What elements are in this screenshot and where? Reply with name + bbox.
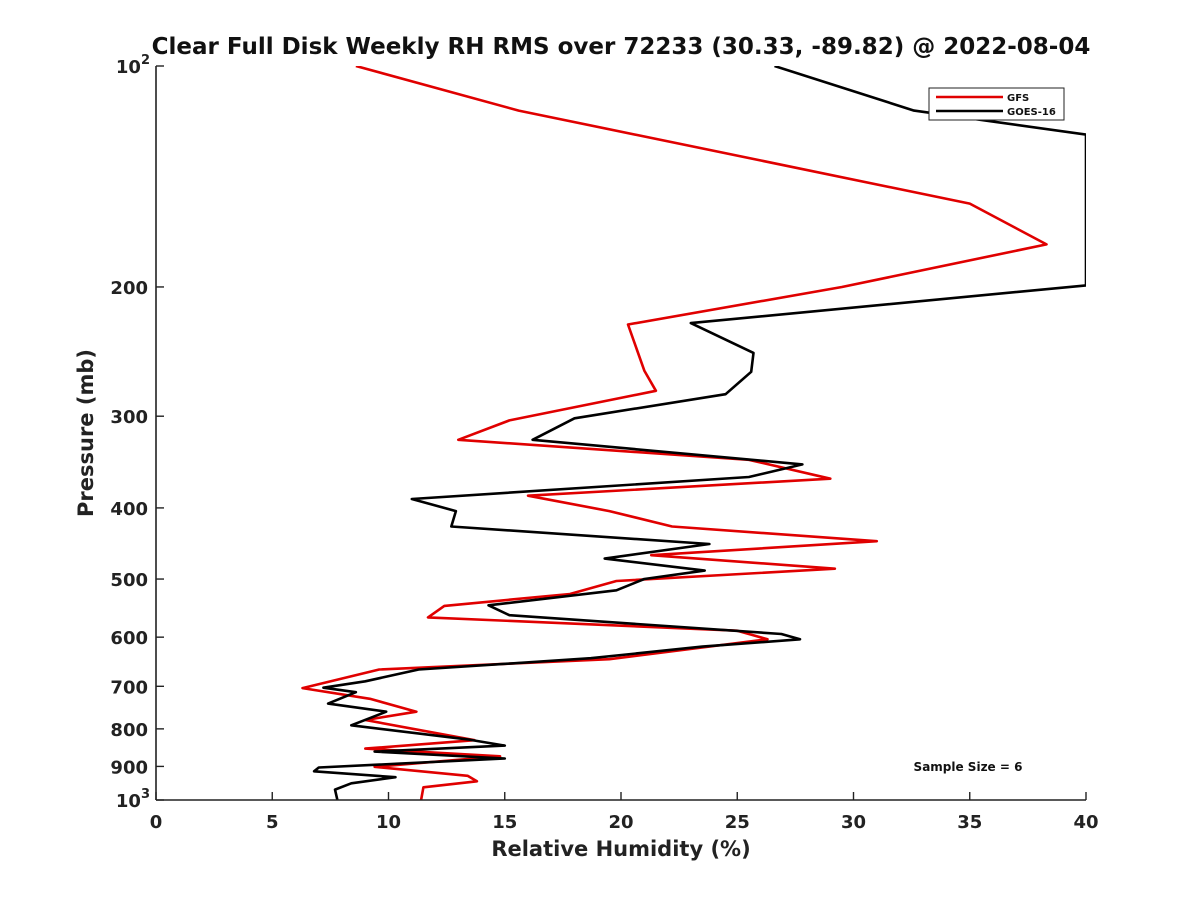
x-tick-label: 40 <box>1073 812 1098 833</box>
y-ticks: 102 200 300 400 500 600 700 800 900 103 <box>110 53 164 812</box>
legend-label-goes16: GOES-16 <box>1007 107 1056 118</box>
y-tick-label: 300 <box>110 407 148 428</box>
sample-size-annotation: Sample Size = 6 <box>914 760 1023 774</box>
legend-label-gfs: GFS <box>1007 93 1029 104</box>
y-tick-label: 400 <box>110 499 148 520</box>
y-tick-label: 102 <box>116 53 150 78</box>
series-line-gfs <box>301 66 1048 800</box>
y-tick-label: 600 <box>110 628 148 649</box>
legend: GFS GOES-16 <box>928 87 1065 121</box>
x-tick-label: 30 <box>841 812 866 833</box>
y-tick-label: 200 <box>110 278 148 299</box>
x-tick-label: 35 <box>957 812 982 833</box>
series-line-goes16 <box>312 66 1086 800</box>
y-tick-label: 500 <box>110 570 148 591</box>
x-ticks: 0 5 10 15 20 25 30 35 40 <box>150 792 1099 833</box>
x-tick-label: 25 <box>725 812 750 833</box>
x-tick-label: 0 <box>150 812 163 833</box>
series-layer <box>301 66 1086 800</box>
y-tick-label: 103 <box>116 787 150 812</box>
x-tick-label: 20 <box>608 812 633 833</box>
chart-title: Clear Full Disk Weekly RH RMS over 72233… <box>152 34 1091 60</box>
x-tick-label: 10 <box>376 812 401 833</box>
x-tick-label: 15 <box>492 812 517 833</box>
y-tick-label: 800 <box>110 720 148 741</box>
y-tick-label: 900 <box>110 757 148 778</box>
x-tick-label: 5 <box>266 812 279 833</box>
x-axis-label: Relative Humidity (%) <box>491 837 750 861</box>
legend-box <box>928 87 1065 121</box>
y-tick-label: 700 <box>110 677 148 698</box>
y-axis-label: Pressure (mb) <box>74 349 98 517</box>
